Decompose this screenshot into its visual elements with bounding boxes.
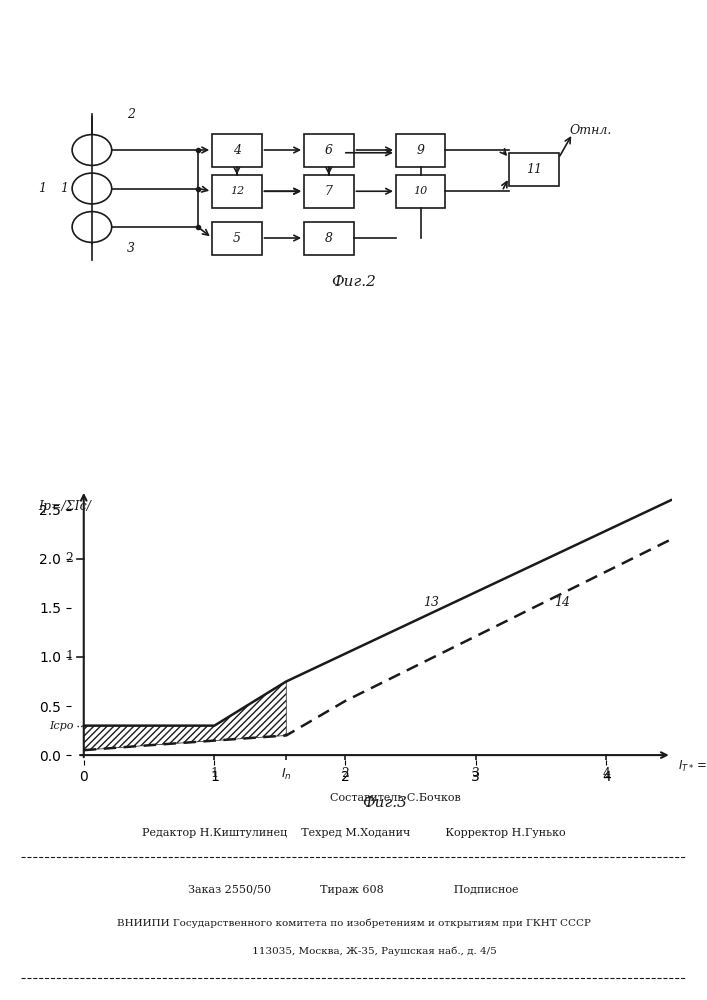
FancyBboxPatch shape [212, 133, 262, 166]
Text: Ісро: Ісро [49, 721, 74, 731]
Text: 12: 12 [230, 186, 244, 196]
FancyBboxPatch shape [212, 175, 262, 208]
Text: $I_{T*}=0,5\Sigma|Ii|$: $I_{T*}=0,5\Sigma|Ii|$ [678, 757, 707, 773]
Text: 1: 1 [211, 767, 218, 780]
Text: $I_n$: $I_n$ [281, 767, 291, 782]
Text: 1: 1 [65, 650, 74, 663]
Text: Ip=/ΣIc/: Ip=/ΣIc/ [38, 500, 91, 513]
Text: 6: 6 [325, 143, 333, 156]
Text: 14: 14 [554, 596, 570, 609]
FancyBboxPatch shape [304, 175, 354, 208]
Text: 7: 7 [325, 185, 333, 198]
Text: Заказ 2550/50              Тираж 608                    Подписное: Заказ 2550/50 Тираж 608 Подписное [188, 885, 519, 895]
Text: 4: 4 [602, 767, 610, 780]
Text: 9: 9 [416, 143, 425, 156]
Text: 4: 4 [233, 143, 241, 156]
Text: 11: 11 [526, 163, 542, 176]
FancyBboxPatch shape [304, 133, 354, 166]
FancyBboxPatch shape [396, 175, 445, 208]
Text: 3: 3 [127, 242, 135, 255]
Text: 10: 10 [414, 186, 428, 196]
Text: 2: 2 [127, 108, 135, 121]
Text: Отнл.: Отнл. [569, 124, 612, 137]
Text: 113035, Москва, Ж-35, Раушская наб., д. 4/5: 113035, Москва, Ж-35, Раушская наб., д. … [210, 947, 497, 956]
Text: Редактор Н.Киштулинец    Техред М.Ходанич          Корректор Н.Гунько: Редактор Н.Киштулинец Техред М.Ходанич К… [141, 828, 566, 838]
Text: Фиг.2: Фиг.2 [331, 275, 376, 289]
Text: 8: 8 [325, 232, 333, 244]
Text: Составитель С.Бочков: Составитель С.Бочков [246, 793, 461, 803]
Text: 1: 1 [38, 182, 46, 195]
FancyBboxPatch shape [304, 222, 354, 254]
Text: 2: 2 [341, 767, 349, 780]
Text: 2: 2 [66, 552, 74, 565]
FancyBboxPatch shape [212, 222, 262, 254]
FancyBboxPatch shape [396, 133, 445, 166]
Text: 5: 5 [233, 232, 241, 244]
Text: ВНИИПИ Государственного комитета по изобретениям и открытиям при ГКНТ СССР: ВНИИПИ Государственного комитета по изоб… [117, 918, 590, 928]
Text: Фиг.3: Фиг.3 [362, 796, 407, 810]
FancyBboxPatch shape [509, 153, 559, 186]
Text: 1: 1 [59, 182, 68, 195]
Text: 3: 3 [472, 767, 479, 780]
Text: 13: 13 [423, 596, 440, 609]
